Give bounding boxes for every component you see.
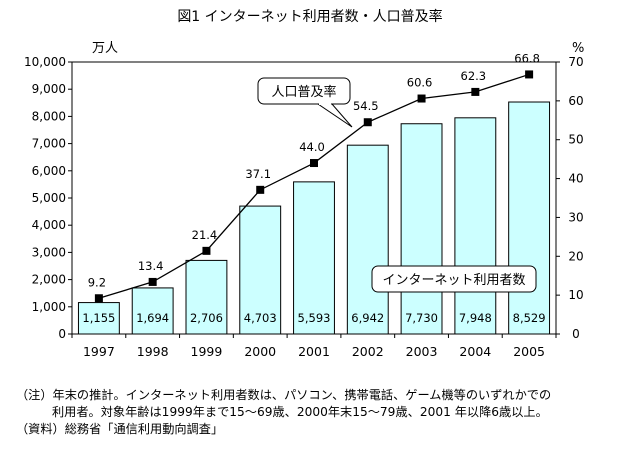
bar-value-label: 6,942 <box>351 311 384 325</box>
bar <box>454 117 497 335</box>
line-marker <box>417 94 426 103</box>
right-axis-tick-label: 10 <box>568 288 583 302</box>
bar-value-label: 4,703 <box>244 311 277 325</box>
note-line-1: （注）年末の推計。インターネット利用者数は、パソコン、携帯電話、ゲーム機等のいず… <box>16 388 552 402</box>
line-callout-pointer <box>316 103 353 128</box>
bar <box>131 287 174 335</box>
bar <box>293 181 335 335</box>
line-value-label: 54.5 <box>353 99 379 113</box>
bar <box>400 123 443 335</box>
right-axis-unit-label: % <box>572 41 584 56</box>
left-axis-tick-label: 1,000 <box>32 300 66 314</box>
line-value-label: 13.4 <box>138 259 164 273</box>
line-value-label: 60.6 <box>407 76 433 90</box>
line-value-label: 44.0 <box>299 140 325 154</box>
line-marker <box>471 87 480 96</box>
left-axis-tick-label: 4,000 <box>32 218 66 232</box>
bar <box>239 205 282 335</box>
left-axis-tick-label: 0 <box>58 327 66 341</box>
line-marker <box>148 277 157 286</box>
right-axis-tick-label: 50 <box>568 133 583 147</box>
line-callout-label: 人口普及率 <box>271 84 336 100</box>
bar-value-label: 2,706 <box>190 311 223 325</box>
bar-value-label: 7,948 <box>459 311 492 325</box>
line-callout-box <box>257 77 351 105</box>
right-axis-tick-label: 20 <box>568 249 583 263</box>
line-value-label: 66.8 <box>514 51 540 65</box>
left-axis-tick-label: 7,000 <box>32 137 66 151</box>
right-axis-tick-label: 0 <box>572 327 580 341</box>
left-axis-tick-label: 6,000 <box>32 164 66 178</box>
x-axis-tick-label: 2002 <box>352 344 384 359</box>
bar <box>346 144 389 335</box>
x-axis-tick-label: 2003 <box>406 344 438 359</box>
bar-callout-label: インターネット利用者数 <box>382 273 525 288</box>
bar-callout-box <box>371 265 537 293</box>
bar <box>77 302 120 335</box>
bar-value-label: 1,694 <box>136 311 169 325</box>
bar <box>508 101 551 335</box>
line-marker <box>525 70 534 79</box>
x-axis-tick-label: 2000 <box>244 344 276 359</box>
line-marker <box>94 294 103 303</box>
line-value-label: 9.2 <box>88 275 106 289</box>
left-axis-tick-label: 2,000 <box>32 273 66 287</box>
x-axis-tick-label: 1999 <box>191 344 223 359</box>
left-axis-tick-label: 10,000 <box>24 55 66 69</box>
bar-value-label: 8,529 <box>513 311 546 325</box>
note-line-3: （資料）総務省「通信利用動向調査」 <box>16 422 224 436</box>
left-axis-tick-label: 3,000 <box>32 245 66 259</box>
right-axis-tick-label: 40 <box>568 172 583 186</box>
left-axis-tick-label: 8,000 <box>32 109 66 123</box>
line-marker <box>363 118 372 127</box>
x-axis-tick-label: 2004 <box>459 344 491 359</box>
bar-value-label: 1,155 <box>82 311 115 325</box>
left-axis-unit-label: 万人 <box>92 41 118 56</box>
line-marker <box>256 185 265 194</box>
bar-value-label: 5,593 <box>298 311 331 325</box>
line-value-label: 62.3 <box>461 69 487 83</box>
right-axis-tick-label: 60 <box>568 94 583 108</box>
right-axis-tick-label: 30 <box>568 210 583 224</box>
chart: 0 1,000 2,000 3,000 4,000 5,000 6,000 7,000 8,00… <box>24 41 584 359</box>
bar-value-label: 7,730 <box>405 311 438 325</box>
x-axis-tick-label: 2005 <box>513 344 545 359</box>
note-line-2: 利用者。対象年齢は1999年まで15〜69歳、2000年末15〜79歳、2001… <box>52 405 548 419</box>
line-marker <box>202 246 211 255</box>
left-axis-tick-label: 9,000 <box>32 82 66 96</box>
right-axis-tick-label: 70 <box>568 55 583 69</box>
x-axis-tick-label: 2001 <box>298 344 330 359</box>
line-value-label: 21.4 <box>192 228 218 242</box>
x-axis-tick-label: 1997 <box>83 344 115 359</box>
bar <box>185 259 228 335</box>
line-marker <box>310 159 318 168</box>
x-axis-tick-label: 1998 <box>137 344 169 359</box>
line-value-label: 37.1 <box>245 167 271 181</box>
footnotes: （注）年末の推計。インターネット利用者数は、パソコン、携帯電話、ゲーム機等のいず… <box>16 387 616 438</box>
left-axis-tick-label: 5,000 <box>32 191 66 205</box>
chart-title: 図1 インターネット利用者数・人口普及率 <box>177 9 443 25</box>
